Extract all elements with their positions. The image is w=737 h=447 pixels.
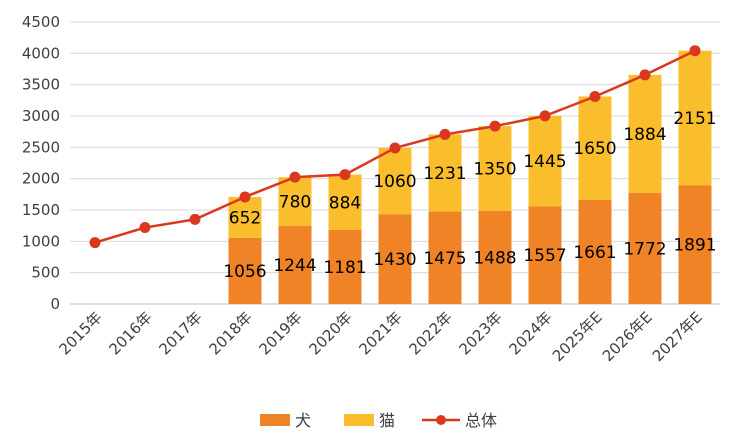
bar-cat xyxy=(428,134,462,212)
y-axis: 0 500 1000 1500 2000 2500 3000 3500 4000 4500 xyxy=(22,13,60,313)
dog-value-label: 1557 xyxy=(523,246,566,266)
bar-cat xyxy=(628,74,662,193)
legend-label: 猫 xyxy=(379,411,395,430)
x-tick-label: 2025年E xyxy=(549,308,606,365)
y-tick-label: 4000 xyxy=(22,44,60,62)
dog-value-label: 1056 xyxy=(223,262,266,282)
dog-value-label: 1475 xyxy=(423,249,466,269)
bar-cat xyxy=(528,115,562,207)
dog-value-label: 1181 xyxy=(323,258,366,278)
bar-cat xyxy=(478,126,512,211)
total-point xyxy=(689,45,701,57)
x-tick-label: 2015年 xyxy=(55,308,105,358)
bar-dog xyxy=(378,214,412,304)
x-tick-label: 2018年 xyxy=(205,308,255,358)
cat-value-label: 884 xyxy=(329,193,361,213)
x-tick-label: 2023年 xyxy=(455,308,505,358)
x-tick-label: 2019年 xyxy=(255,308,305,358)
bar-cat xyxy=(378,147,412,215)
cat-value-label: 1650 xyxy=(573,139,616,159)
cat-value-label: 780 xyxy=(279,193,311,213)
cat-value-label: 1231 xyxy=(423,164,466,184)
total-point xyxy=(289,171,301,183)
bar-cat xyxy=(678,50,712,186)
legend: 犬 猫 总体 xyxy=(260,411,497,430)
cat-value-label: 652 xyxy=(229,208,261,228)
y-tick-label: 500 xyxy=(31,264,60,282)
y-tick-label: 4500 xyxy=(22,13,60,31)
cat-value-label: 2151 xyxy=(673,109,716,129)
bar-dog xyxy=(478,210,512,304)
total-point xyxy=(89,237,101,249)
total-point xyxy=(239,191,251,203)
y-tick-label: 1500 xyxy=(22,201,60,219)
x-tick-label: 2016年 xyxy=(105,308,155,358)
bar-dog xyxy=(228,237,262,304)
dog-value-label: 1244 xyxy=(273,256,316,276)
bar-dog xyxy=(328,229,362,304)
cat-value-label: 1884 xyxy=(623,125,666,145)
x-tick-label: 2021年 xyxy=(355,308,405,358)
legend-swatch xyxy=(260,414,290,426)
total-point xyxy=(639,69,651,81)
y-tick-label: 2500 xyxy=(22,138,60,156)
y-tick-label: 3000 xyxy=(22,107,60,125)
total-point xyxy=(539,110,551,122)
dog-value-label: 1772 xyxy=(623,239,666,259)
legend-marker xyxy=(436,415,446,425)
data-labels: 1056 652 1244 780 1181 884 1430 1060 1475 1231 148… xyxy=(223,109,716,282)
y-tick-label: 0 xyxy=(50,295,60,313)
bar-dog xyxy=(578,199,612,304)
legend-label: 犬 xyxy=(295,411,311,430)
cat-value-label: 1445 xyxy=(523,152,566,172)
legend-label: 总体 xyxy=(465,411,497,430)
bar-series xyxy=(228,50,712,304)
y-tick-label: 3500 xyxy=(22,76,60,94)
bar-dog xyxy=(528,206,562,304)
y-tick-label: 2000 xyxy=(22,170,60,188)
x-tick-label: 2027年E xyxy=(649,308,706,365)
x-axis: 2015年 2016年 2017年 2018年 2019年 2020年 2021年 2022年… xyxy=(55,308,705,365)
dog-value-label: 1891 xyxy=(673,236,716,256)
x-tick-label: 2022年 xyxy=(405,308,455,358)
total-point xyxy=(189,213,201,225)
total-point xyxy=(339,169,351,181)
bar-cat xyxy=(578,96,612,200)
bar-cat xyxy=(328,174,362,230)
x-tick-label: 2026年E xyxy=(599,308,656,365)
dog-value-label: 1661 xyxy=(573,243,616,263)
bar-dog xyxy=(278,226,312,304)
x-tick-label: 2020年 xyxy=(305,308,355,358)
total-point xyxy=(439,128,451,140)
total-point xyxy=(389,142,401,154)
cat-value-label: 1350 xyxy=(473,159,516,179)
dog-value-label: 1488 xyxy=(473,248,516,268)
total-point xyxy=(139,222,151,234)
y-tick-label: 1000 xyxy=(22,232,60,250)
bar-dog xyxy=(628,192,662,304)
dog-value-label: 1430 xyxy=(373,250,416,270)
line-series xyxy=(89,45,701,249)
x-tick-label: 2017年 xyxy=(155,308,205,358)
bar-cat xyxy=(278,177,312,227)
total-point xyxy=(489,120,501,132)
bar-dog xyxy=(428,211,462,304)
cat-value-label: 1060 xyxy=(373,172,416,192)
total-point xyxy=(589,91,601,103)
bar-cat xyxy=(228,196,262,238)
x-tick-label: 2024年 xyxy=(505,308,555,358)
legend-swatch xyxy=(344,414,374,426)
bar-dog xyxy=(678,185,712,304)
